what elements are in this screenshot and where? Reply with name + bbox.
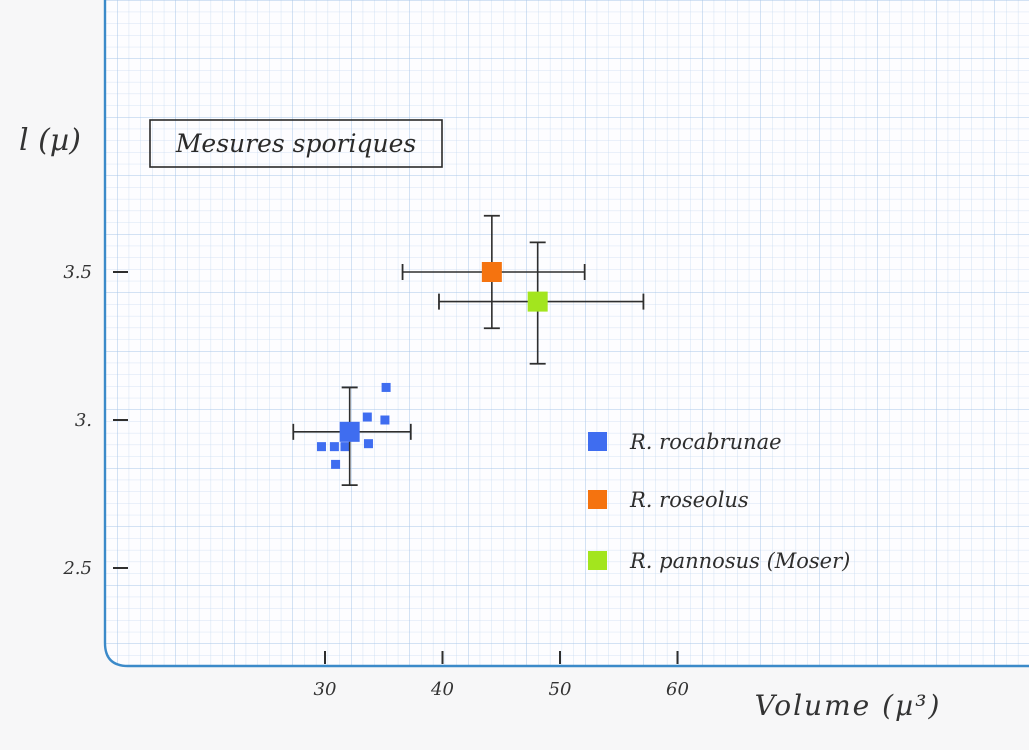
legend: R. rocabrunae R. roseolus R. pannosus (Mos… xyxy=(588,430,850,573)
sample-point xyxy=(329,442,339,452)
y-tick-label: 3. xyxy=(75,410,92,431)
legend-swatch xyxy=(588,490,607,509)
x-tick-label: 60 xyxy=(666,679,689,700)
sample-point xyxy=(381,382,391,392)
legend-label: R. pannosus (Moser) xyxy=(629,549,850,573)
series-0 xyxy=(292,382,412,487)
y-axis-title: l (µ) xyxy=(19,123,81,158)
mean-point xyxy=(339,421,360,442)
x-axis-ticks: 30 40 50 60 xyxy=(314,651,689,700)
series-1 xyxy=(401,214,586,330)
x-tick-label: 50 xyxy=(549,679,572,700)
chart-title: Mesures sporiques xyxy=(175,129,416,158)
legend-label: R. rocabrunae xyxy=(629,430,782,454)
mean-point xyxy=(527,291,548,312)
legend-item: R. pannosus (Moser) xyxy=(588,549,850,573)
series-2 xyxy=(438,241,645,365)
mean-point xyxy=(481,262,502,282)
y-axis-ticks: 2.5 3. 3.5 xyxy=(62,262,128,579)
legend-swatch xyxy=(588,432,607,451)
legend-item: R. rocabrunae xyxy=(588,430,782,454)
graph-paper xyxy=(103,0,1029,668)
sample-point xyxy=(331,459,341,469)
series-layer xyxy=(292,214,645,487)
x-axis-title: Volume (µ³) xyxy=(755,689,942,722)
legend-swatch xyxy=(588,551,607,570)
legend-item: R. roseolus xyxy=(588,488,749,512)
plot-frame xyxy=(103,0,1029,668)
x-tick-label: 30 xyxy=(314,679,337,700)
y-tick-label: 2.5 xyxy=(62,558,92,579)
sample-point xyxy=(363,439,373,449)
sample-point xyxy=(340,442,350,452)
legend-label: R. roseolus xyxy=(629,488,749,512)
sample-point xyxy=(362,412,372,422)
x-tick-label: 40 xyxy=(430,679,454,700)
y-tick-label: 3.5 xyxy=(63,262,92,283)
chart-title-box: Mesures sporiques xyxy=(149,119,443,168)
sample-point xyxy=(380,415,390,425)
sample-point xyxy=(316,442,326,452)
